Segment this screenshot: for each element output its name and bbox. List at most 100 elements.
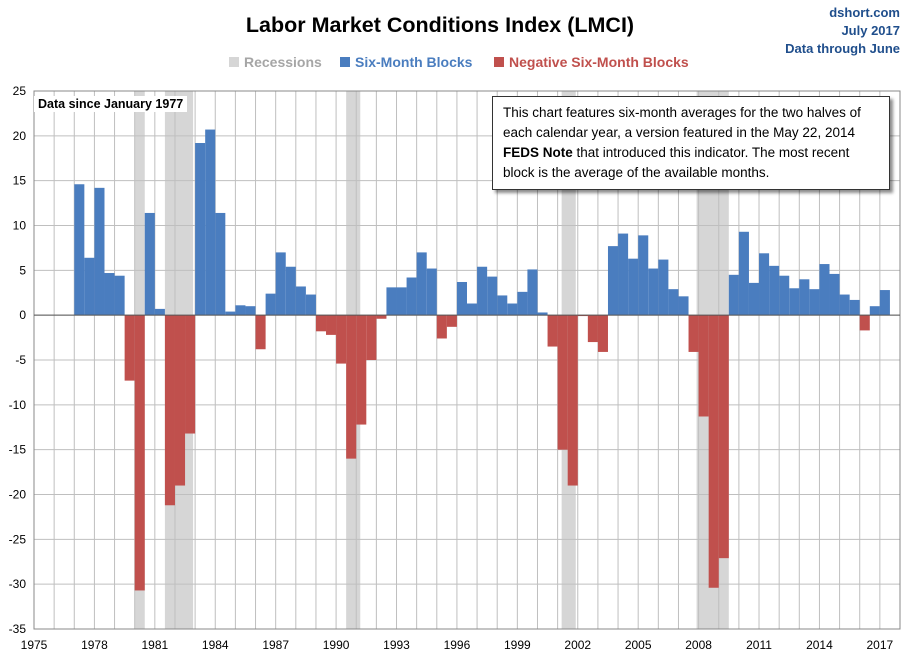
bar-positive: [789, 288, 800, 316]
bar-positive: [668, 289, 679, 316]
bar-negative: [366, 315, 377, 360]
bar-positive: [517, 291, 528, 316]
bar-positive: [809, 289, 820, 316]
bar-negative: [356, 315, 367, 425]
bar-positive: [527, 269, 538, 316]
bar-negative: [597, 315, 608, 352]
bar-positive: [618, 233, 629, 316]
y-tick-label: -5: [15, 353, 26, 367]
bar-positive: [225, 311, 236, 316]
bar-negative: [255, 315, 266, 350]
y-tick-label: -30: [9, 577, 27, 591]
bar-positive: [799, 279, 810, 316]
bar-positive: [648, 268, 659, 316]
bar-positive: [74, 184, 85, 316]
bar-positive: [477, 266, 488, 316]
x-tick-label: 1993: [383, 638, 410, 652]
x-tick-label: 2002: [564, 638, 591, 652]
legend-label: Recessions: [244, 54, 322, 70]
y-tick-label: 25: [13, 84, 27, 98]
source-site: dshort.com: [829, 5, 900, 20]
bar-positive: [849, 299, 860, 316]
bar-positive: [84, 257, 95, 316]
legend-label: Six-Month Blocks: [355, 54, 473, 70]
bar-positive: [728, 274, 739, 316]
bar-positive: [869, 306, 880, 316]
bar-negative: [587, 315, 598, 343]
bar-negative: [436, 315, 447, 339]
y-tick-label: 15: [13, 174, 27, 188]
y-tick-label: -10: [9, 398, 27, 412]
legend: Recessions Six-Month Blocks Negative Six-M…: [229, 54, 689, 70]
bar-positive: [819, 264, 830, 316]
y-tick-labels: 25 20 15 10 5 0 -5 -10 -15 -20 -25 -30 -35: [9, 84, 27, 636]
x-tick-label: 2014: [806, 638, 833, 652]
x-tick-label: 1975: [21, 638, 48, 652]
bar-negative: [134, 315, 145, 591]
bar-positive: [285, 266, 296, 316]
bar-negative: [124, 315, 135, 381]
bar-negative: [718, 315, 729, 559]
x-tick-label: 1978: [81, 638, 108, 652]
y-tick-label: -15: [9, 443, 27, 457]
x-tick-label: 1999: [504, 638, 531, 652]
legend-swatch: [494, 57, 504, 67]
bar-positive: [114, 275, 125, 316]
legend-swatch: [229, 57, 239, 67]
source-date: July 2017: [841, 23, 900, 38]
bar-positive: [879, 290, 890, 316]
bar-positive: [305, 294, 316, 316]
chart-title: Labor Market Conditions Index (LMCI): [246, 13, 634, 37]
bar-positive: [467, 303, 478, 316]
bar-positive: [275, 252, 286, 316]
bar-negative: [708, 315, 719, 588]
bar-positive: [205, 129, 216, 316]
bar-positive: [759, 253, 770, 316]
bar-positive: [406, 277, 417, 316]
bar-positive: [295, 286, 306, 316]
note-box: This chart features six-month averages f…: [492, 96, 890, 190]
bar-positive: [386, 287, 397, 316]
x-tick-labels: 1975 1978 1981 1984 1987 1990 1993 1996 1999 2002…: [21, 638, 894, 652]
bar-positive: [607, 246, 619, 316]
bar-positive: [507, 303, 518, 316]
bar-positive: [678, 296, 689, 316]
bar-negative: [698, 315, 709, 417]
plot-frame: [33, 90, 901, 630]
bar-negative: [557, 315, 568, 450]
x-tick-label: 2011: [746, 638, 772, 652]
x-tick-label: 1987: [262, 638, 289, 652]
bar-positive: [245, 306, 256, 316]
x-tick-label: 2005: [625, 638, 652, 652]
bar-positive: [738, 231, 749, 316]
y-tick-label: -35: [9, 622, 27, 636]
y-tick-label: 0: [19, 308, 26, 322]
y-tick-label: -25: [9, 532, 27, 546]
source-block: dshort.com July 2017 Data through June: [785, 4, 900, 58]
x-tick-label: 1996: [444, 638, 471, 652]
note-text-1: This chart features six-month averages f…: [503, 105, 861, 140]
bar-positive: [769, 265, 780, 316]
note-bold-text: FEDS Note: [503, 145, 573, 160]
y-tick-label: 10: [13, 219, 27, 233]
source-data-through: Data through June: [785, 41, 900, 56]
bar-positive: [104, 273, 115, 316]
bar-negative: [164, 315, 175, 506]
bar-negative: [185, 315, 196, 434]
note-text-2: that introduced this indicator. The most…: [503, 145, 850, 180]
bar-positive: [779, 275, 790, 316]
bar-positive: [829, 273, 840, 316]
legend-swatch: [340, 57, 350, 67]
bar-positive: [396, 287, 407, 316]
bar-negative: [376, 315, 387, 319]
bar-negative: [688, 315, 699, 352]
bar-positive: [154, 308, 165, 316]
bar-positive: [426, 268, 437, 316]
y-tick-label: -20: [9, 488, 27, 502]
bar-positive: [195, 143, 206, 316]
bar-negative: [336, 315, 347, 364]
bar-positive: [497, 295, 508, 316]
bar-negative: [567, 315, 578, 486]
bar-positive: [144, 212, 155, 316]
